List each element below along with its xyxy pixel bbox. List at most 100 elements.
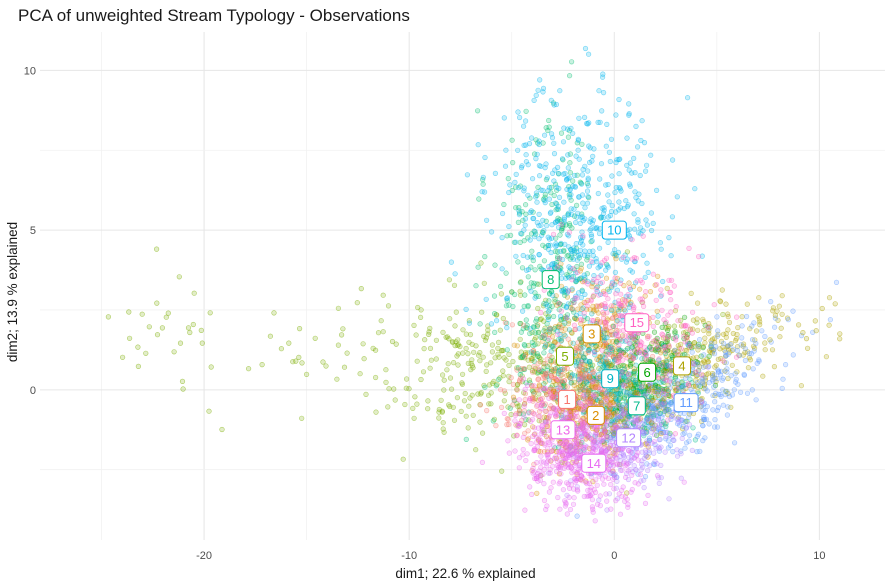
observation-point: [528, 288, 534, 294]
observation-point: [609, 307, 615, 314]
observation-point: [688, 290, 694, 297]
observation-point: [418, 376, 424, 383]
observation-point: [774, 308, 780, 314]
observation-point: [613, 184, 619, 191]
observation-point: [574, 276, 580, 283]
observation-point: [199, 340, 205, 346]
observation-point: [550, 343, 556, 349]
observation-point: [531, 469, 537, 475]
observation-point: [658, 292, 665, 298]
observation-point: [534, 323, 540, 330]
observation-point: [833, 279, 840, 286]
observation-point: [529, 491, 535, 498]
observation-point: [581, 279, 588, 285]
observation-point: [658, 350, 664, 356]
observation-point: [425, 398, 431, 404]
observation-point: [463, 306, 469, 313]
cluster-label-text: 8: [547, 272, 554, 287]
observation-points: [105, 45, 843, 524]
observation-point: [616, 312, 622, 319]
observation-point: [771, 324, 778, 330]
observation-point: [549, 303, 555, 309]
observation-point: [470, 365, 476, 371]
observation-point: [603, 267, 609, 273]
observation-point: [601, 481, 607, 487]
observation-point: [334, 376, 340, 382]
observation-point: [608, 506, 614, 512]
observation-point: [441, 377, 447, 383]
observation-point: [566, 327, 573, 333]
observation-point: [503, 357, 509, 363]
observation-point: [501, 398, 507, 404]
observation-point: [645, 467, 651, 474]
observation-point: [631, 155, 637, 161]
observation-point: [557, 464, 564, 470]
observation-point: [518, 366, 524, 372]
observation-point: [646, 333, 652, 339]
observation-point: [492, 170, 499, 176]
observation-point: [637, 296, 643, 302]
observation-point: [551, 366, 558, 373]
observation-point: [608, 481, 614, 488]
observation-point: [577, 363, 583, 369]
observation-point: [586, 374, 593, 380]
observation-point: [571, 413, 577, 419]
observation-point: [594, 356, 600, 363]
observation-point: [489, 229, 495, 235]
observation-point: [837, 331, 843, 337]
observation-point: [536, 173, 543, 179]
observation-point: [566, 221, 573, 227]
observation-point: [681, 479, 687, 485]
cluster-label-5: 5: [556, 346, 574, 366]
observation-point: [569, 277, 575, 283]
observation-point: [541, 381, 547, 387]
observation-point: [446, 277, 453, 283]
observation-point: [482, 254, 488, 260]
observation-point: [743, 313, 750, 320]
observation-point: [663, 433, 669, 440]
observation-point: [190, 321, 196, 328]
observation-point: [425, 406, 431, 412]
observation-point: [557, 88, 563, 94]
observation-point: [654, 342, 660, 348]
observation-point: [590, 253, 596, 259]
observation-point: [568, 465, 575, 471]
observation-point: [527, 326, 533, 332]
observation-point: [526, 364, 532, 370]
observation-point: [651, 450, 657, 456]
observation-point: [625, 416, 631, 422]
observation-point: [568, 211, 575, 218]
cluster-label-4: 4: [673, 356, 691, 376]
observation-point: [524, 451, 530, 457]
observation-point: [593, 477, 599, 483]
observation-point: [730, 346, 737, 352]
observation-point: [616, 446, 622, 452]
observation-point: [746, 350, 753, 357]
observation-point: [466, 320, 473, 326]
cluster-label-text: 5: [561, 349, 568, 364]
observation-point: [105, 314, 111, 320]
observation-point: [603, 321, 609, 327]
observation-point: [521, 422, 528, 428]
observation-point: [547, 390, 554, 396]
observation-point: [427, 365, 433, 371]
observation-point: [837, 336, 843, 342]
observation-point: [638, 137, 644, 144]
observation-point: [624, 135, 630, 141]
observation-point: [643, 356, 650, 362]
observation-point: [745, 365, 752, 371]
observation-point: [512, 448, 518, 454]
observation-point: [517, 288, 523, 294]
observation-point: [717, 299, 724, 305]
observation-point: [496, 354, 502, 360]
observation-point: [492, 329, 498, 336]
observation-point: [420, 369, 427, 375]
observation-point: [449, 386, 455, 392]
observation-point: [666, 496, 672, 502]
cluster-label-text: 7: [633, 398, 640, 413]
observation-point: [639, 461, 645, 467]
observation-point: [686, 422, 693, 428]
observation-point: [582, 216, 588, 222]
observation-point: [585, 194, 591, 200]
observation-point: [574, 172, 580, 178]
